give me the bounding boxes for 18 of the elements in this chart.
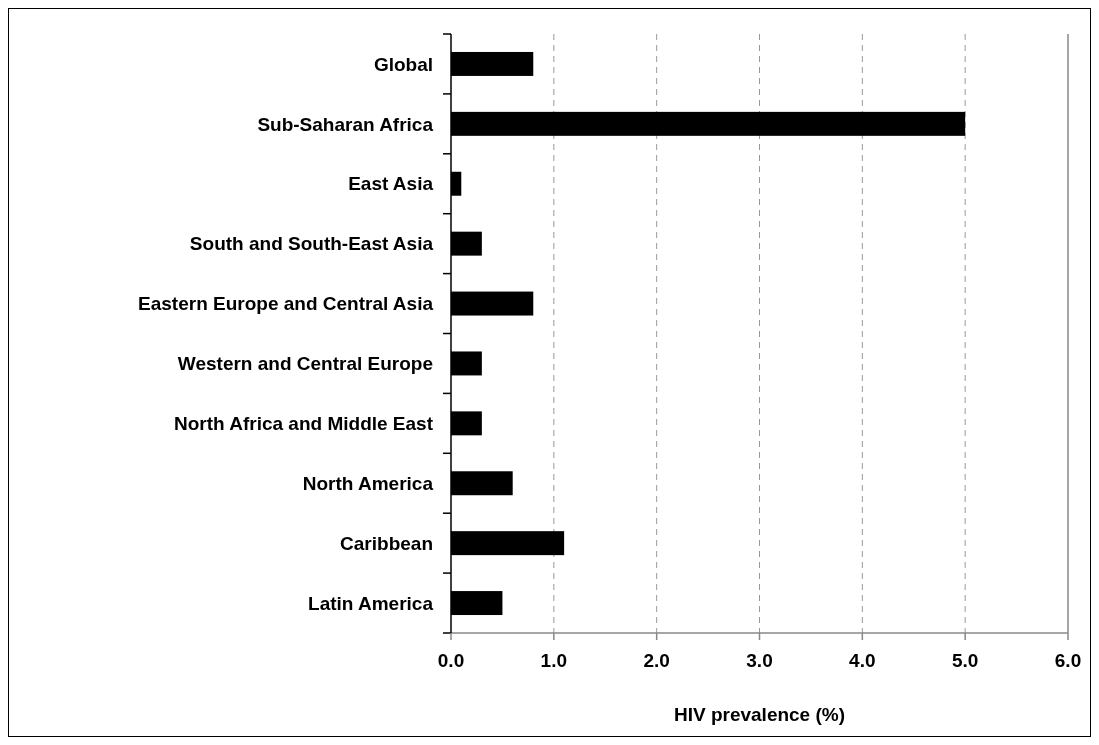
y-tick-label: Caribbean: [340, 532, 433, 554]
y-tick-label: South and South-East Asia: [189, 233, 434, 255]
y-tick-label: North Africa and Middle East: [174, 413, 434, 434]
y-tick-label: Sub-Saharan Africa: [257, 113, 434, 135]
x-tick-label: 6.0: [1054, 650, 1082, 671]
x-tick-label: 1.0: [540, 650, 568, 671]
y-tick-label: Eastern Europe and Central Asia: [138, 293, 434, 315]
x-tick-label: 3.0: [746, 650, 773, 671]
x-tick-label: 4.0: [849, 650, 876, 671]
x-tick-label: 2.0: [643, 650, 670, 671]
x-tick-label: 0.0: [437, 650, 465, 671]
y-tick-label: North America: [302, 472, 434, 494]
y-tick-label: Global: [373, 53, 433, 75]
x-axis-title: HIV prevalence (%): [673, 704, 846, 725]
y-tick-label: East Asia: [348, 173, 434, 195]
y-tick-label: Western and Central Europe: [177, 353, 433, 375]
x-tick-label: 5.0: [951, 650, 979, 671]
y-tick-label: Latin America: [308, 592, 434, 614]
